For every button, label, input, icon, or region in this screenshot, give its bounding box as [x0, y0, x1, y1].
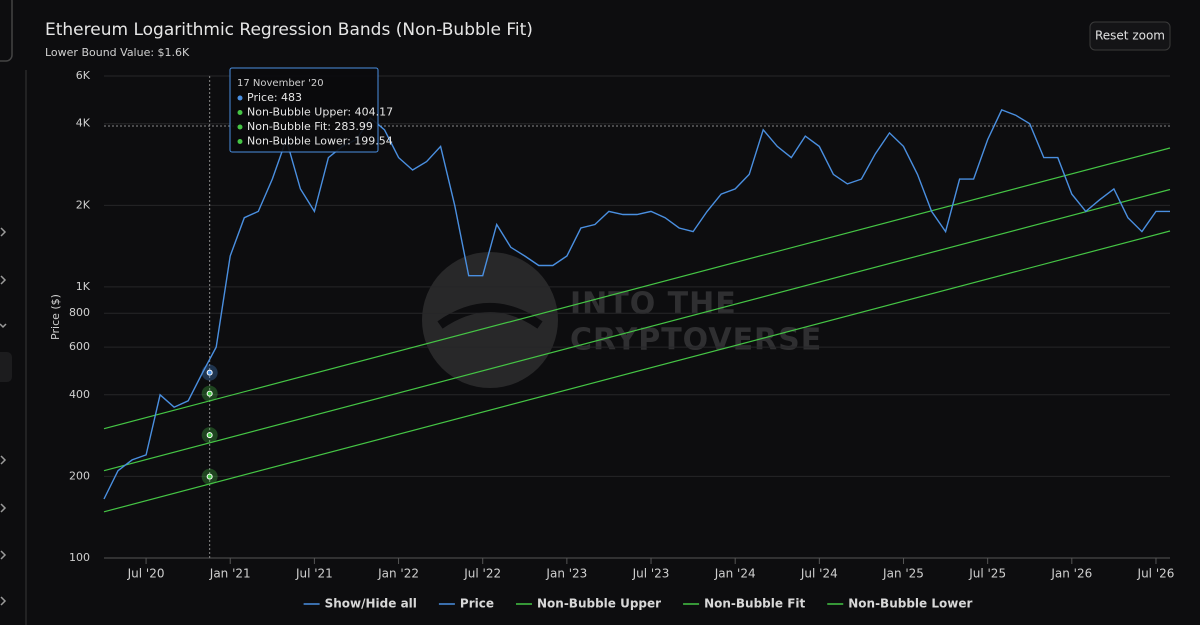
series-line	[103, 109, 1170, 500]
y-tick-label: 400	[69, 388, 90, 401]
tooltip-title: 17 November '20	[237, 78, 324, 89]
chevron[interactable]	[0, 503, 7, 513]
y-tick-label: 600	[69, 340, 90, 353]
legend-label[interactable]: Non-Bubble Lower	[848, 597, 972, 611]
legend-item[interactable]: Non-Bubble Upper	[515, 597, 661, 611]
legend: Show/Hide all Price Non-Bubble Upper Non-Bu…	[303, 597, 972, 611]
hover-marker	[206, 432, 213, 439]
x-tick-label: Jan '24	[714, 567, 756, 581]
x-tick-label: Jan '23	[545, 567, 587, 581]
chevron[interactable]	[0, 550, 7, 560]
series-line	[103, 230, 1171, 513]
legend-item[interactable]: Show/Hide all	[303, 597, 417, 611]
hover-marker	[206, 369, 213, 376]
legend-label[interactable]: Non-Bubble Upper	[537, 597, 661, 611]
y-tick-label: 4K	[76, 117, 91, 130]
tooltip-row: Price: 483	[247, 91, 302, 104]
chevron[interactable]	[0, 275, 7, 285]
chevron[interactable]	[0, 596, 7, 606]
button-label[interactable]: Reset zoom	[1095, 29, 1165, 43]
x-tick-label: Jan '26	[1050, 567, 1092, 581]
x-tick-label: Jul '26	[1137, 567, 1175, 581]
chevron[interactable]	[0, 455, 7, 465]
y-tick-label: 200	[69, 469, 90, 482]
y-tick-label: 1K	[76, 280, 91, 293]
tooltip-row: Non-Bubble Lower: 199.54	[247, 135, 393, 148]
legend-item[interactable]: Non-Bubble Fit	[683, 597, 805, 611]
y-tick-label: 2K	[76, 198, 91, 211]
legend-label[interactable]: Non-Bubble Fit	[704, 597, 805, 611]
legend-item[interactable]: Price	[438, 597, 494, 611]
legend-label[interactable]: Show/Hide all	[325, 597, 417, 611]
chevron[interactable]	[0, 227, 7, 237]
hover-marker	[206, 390, 213, 397]
series-line	[103, 188, 1171, 472]
y-tick-label: 100	[69, 551, 90, 564]
x-tick-label: Jul '25	[968, 567, 1006, 581]
y-axis-label: Price ($)	[49, 294, 62, 340]
y-tick-label: 800	[69, 306, 90, 319]
y-tick-label: 6K	[76, 69, 91, 82]
tooltip-row: Non-Bubble Upper: 404.17	[247, 106, 393, 119]
tooltip-dot	[237, 139, 243, 144]
watermark-text: INTO THE	[570, 287, 737, 322]
x-tick-label: Jan '22	[377, 567, 419, 581]
tooltip-frame	[229, 67, 379, 153]
button-frame[interactable]	[1089, 21, 1171, 51]
legend-item[interactable]: Non-Bubble Lower	[827, 597, 972, 611]
x-tick-label: Jan '21	[209, 567, 251, 581]
x-tick-label: Jan '25	[882, 567, 924, 581]
watermark-text: CRYPTOVERSE	[570, 323, 822, 358]
watermark-logo	[422, 252, 558, 388]
sidebar-item[interactable]	[0, 352, 12, 382]
legend-label[interactable]: Price	[460, 597, 494, 611]
x-tick-label: Jul '23	[632, 567, 670, 581]
sidebar	[0, 0, 27, 625]
x-tick-label: Jul '24	[800, 567, 838, 581]
x-tick-label: Jul '21	[295, 567, 333, 581]
tooltip-dot	[237, 95, 243, 101]
chart-subtitle: Lower Bound Value: $1.6K	[45, 46, 190, 59]
tooltip-row: Non-Bubble Fit: 283.99	[247, 120, 373, 133]
watermark-logo-mark	[437, 303, 543, 329]
reset-zoom-button[interactable]: Reset zoom	[1089, 21, 1171, 51]
series-line	[103, 147, 1171, 430]
tooltip-dot	[237, 124, 243, 130]
tooltip: 17 November '20 Price: 483 Non-Bubble Uppe…	[229, 67, 393, 153]
sidebar-panel	[0, 0, 13, 62]
tooltip-dot	[237, 110, 243, 115]
x-tick-label: Jul '20	[127, 567, 165, 581]
hover-marker	[206, 473, 213, 480]
chevron[interactable]	[0, 323, 7, 329]
chart-title: Ethereum Logarithmic Regression Bands (N…	[45, 20, 533, 40]
x-tick-label: Jul '22	[463, 567, 501, 581]
